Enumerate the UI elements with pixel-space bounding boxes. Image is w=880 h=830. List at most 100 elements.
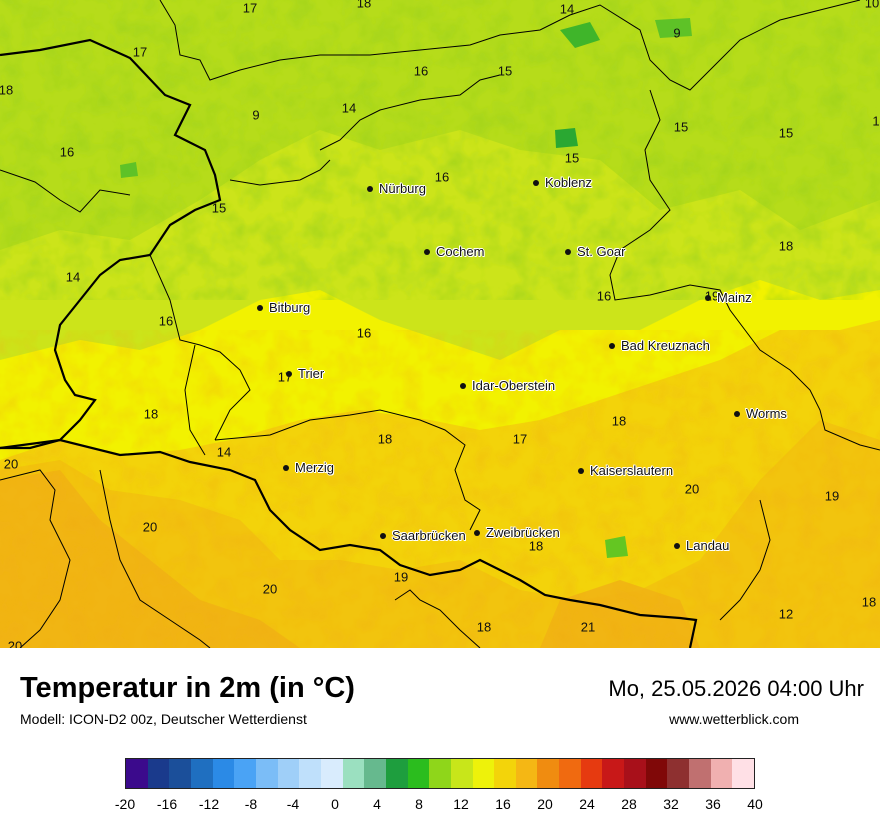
- legend-swatch: [255, 759, 278, 788]
- legend-swatch: [624, 759, 646, 788]
- city-koblenz[interactable]: Koblenz: [533, 175, 592, 190]
- website-link[interactable]: www.wetterblick.com: [669, 711, 799, 727]
- temp-value: 15: [564, 150, 580, 166]
- city-zweibruecken[interactable]: Zweibrücken: [474, 525, 560, 540]
- temp-value: 15: [778, 125, 794, 141]
- legend-tick-label: 28: [621, 796, 637, 812]
- city-marker-icon: [257, 304, 263, 311]
- city-label: Bad Kreuznach: [621, 338, 710, 353]
- legend-swatch: [472, 759, 495, 788]
- legend-tick-label: -16: [156, 796, 178, 812]
- city-kaiserslautern[interactable]: Kaiserslautern: [578, 463, 673, 478]
- temp-value: 15: [497, 63, 513, 79]
- city-label: Mainz: [717, 290, 752, 305]
- temp-value: 16: [596, 288, 612, 304]
- city-bad-kreuznach[interactable]: Bad Kreuznach: [609, 338, 710, 353]
- legend-swatch: [667, 759, 690, 788]
- legend-swatch: [580, 759, 603, 788]
- temp-value: 20: [7, 638, 23, 649]
- legend-swatch: [494, 759, 516, 788]
- temp-value: 18: [528, 538, 544, 554]
- temp-value: 21: [580, 619, 596, 635]
- city-marker-icon: [734, 410, 740, 417]
- city-label: Cochem: [436, 244, 485, 259]
- temp-value: 20: [684, 481, 700, 497]
- city-merzig[interactable]: Merzig: [283, 460, 334, 475]
- legend-swatch: [559, 759, 581, 788]
- city-idar-oberstein[interactable]: Idar-Oberstein: [460, 378, 555, 393]
- city-worms[interactable]: Worms: [734, 406, 787, 421]
- temp-value: 9: [252, 107, 260, 123]
- legend-swatch: [515, 759, 538, 788]
- temp-value: 16: [434, 169, 450, 185]
- temp-value: 14: [559, 1, 575, 17]
- legend-swatch: [299, 759, 321, 788]
- legend-swatch: [212, 759, 235, 788]
- legend-swatch: [385, 759, 408, 788]
- temp-value: 17: [242, 0, 258, 16]
- legend-swatch: [689, 759, 711, 788]
- temp-value: 16: [158, 313, 174, 329]
- city-marker-icon: [533, 179, 539, 186]
- temp-value: 15: [673, 119, 689, 135]
- city-saarbruecken[interactable]: Saarbrücken: [380, 528, 466, 543]
- temp-value: 10: [864, 0, 880, 11]
- legend-swatch: [407, 759, 430, 788]
- city-marker-icon: [474, 529, 480, 536]
- city-label: St. Goar: [577, 244, 626, 259]
- legend-swatch: [126, 759, 148, 788]
- city-marker-icon: [367, 185, 373, 192]
- city-bitburg[interactable]: Bitburg: [257, 300, 310, 315]
- temperature-field: [0, 0, 880, 648]
- city-label: Saarbrücken: [392, 528, 466, 543]
- state-border: [0, 0, 880, 648]
- city-st-goar[interactable]: St. Goar: [565, 244, 625, 259]
- legend-swatch: [710, 759, 733, 788]
- legend-tick-label: -8: [244, 796, 258, 812]
- temp-value: 18: [377, 431, 393, 447]
- model-info: Modell: ICON-D2 00z, Deutscher Wetterdie…: [20, 711, 307, 727]
- temp-value: 1: [872, 113, 880, 129]
- temp-value: 18: [356, 0, 372, 11]
- temp-value: 19: [824, 488, 840, 504]
- temp-value: 19: [393, 569, 409, 585]
- legend-tick-label: 0: [331, 796, 339, 812]
- legend-tick-label: -12: [198, 796, 220, 812]
- legend-tick-label: 36: [705, 796, 721, 812]
- city-trier[interactable]: Trier: [286, 366, 324, 381]
- city-label: Trier: [298, 366, 325, 381]
- forecast-datetime: Mo, 25.05.2026 04:00 Uhr: [608, 676, 864, 701]
- legend-tick-label: 20: [537, 796, 553, 812]
- city-cochem[interactable]: Cochem: [424, 244, 484, 259]
- city-marker-icon: [705, 294, 711, 301]
- legend-swatch: [169, 759, 191, 788]
- map-footer: Temperatur in 2m (in °C) Modell: ICON-D2…: [0, 648, 880, 830]
- legend-swatch: [277, 759, 300, 788]
- legend-swatch: [645, 759, 668, 788]
- city-marker-icon: [460, 382, 466, 389]
- legend-swatch: [320, 759, 343, 788]
- temp-value: 17: [512, 431, 528, 447]
- legend-swatch: [429, 759, 451, 788]
- city-marker-icon: [578, 467, 584, 474]
- temp-value: 20: [262, 581, 278, 597]
- city-label: Nürburg: [379, 181, 426, 196]
- legend-tick-label: 4: [373, 796, 381, 812]
- city-landau[interactable]: Landau: [674, 538, 729, 553]
- city-mainz[interactable]: Mainz: [705, 290, 752, 305]
- city-nuerburg[interactable]: Nürburg: [367, 181, 426, 196]
- temp-value: 14: [341, 100, 357, 116]
- temp-value: 14: [65, 269, 81, 285]
- temp-value: 18: [476, 619, 492, 635]
- legend-swatch: [147, 759, 170, 788]
- city-marker-icon: [674, 542, 680, 549]
- legend-swatch: [364, 759, 386, 788]
- city-marker-icon: [380, 532, 386, 539]
- temp-value: 18: [0, 82, 14, 98]
- city-marker-icon: [609, 342, 615, 349]
- temp-value: 16: [413, 63, 429, 79]
- temp-value: 16: [356, 325, 372, 341]
- temp-value: 18: [861, 594, 877, 610]
- legend-tick-label: 40: [747, 796, 763, 812]
- legend-tick-label: 16: [495, 796, 511, 812]
